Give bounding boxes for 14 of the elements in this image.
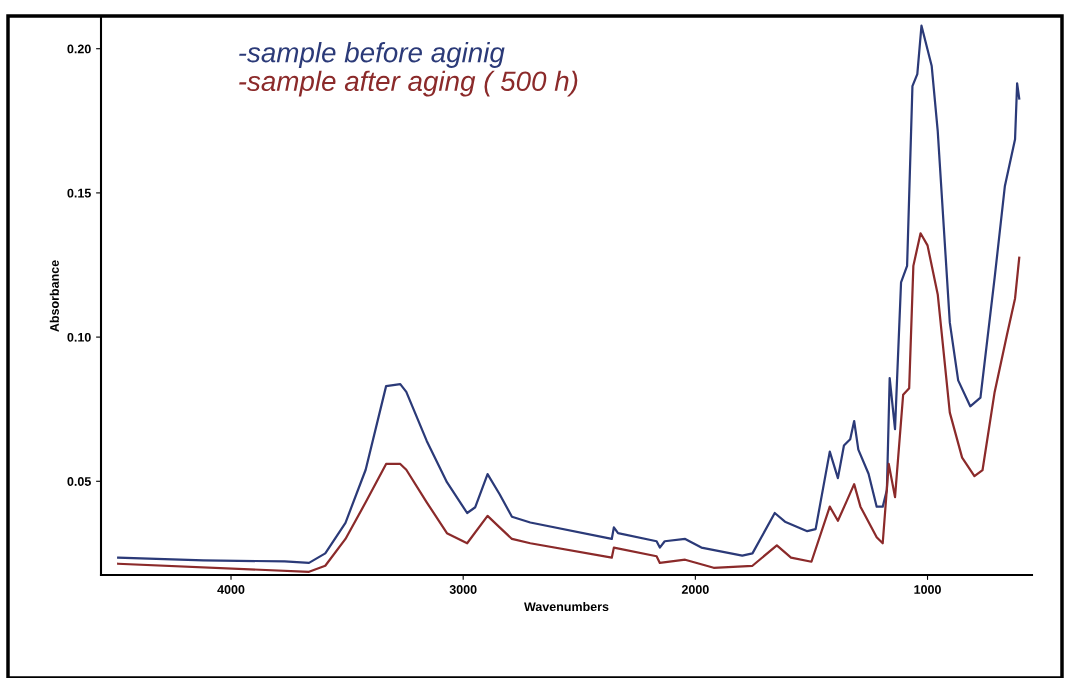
x-tick-label: 4000: [217, 585, 245, 594]
x-tick-label: 2000: [681, 585, 709, 594]
y-tick-label: 0.05: [67, 477, 91, 486]
y-axis-title: Absorbance: [49, 260, 59, 332]
y-tick-label: 0.20: [67, 44, 91, 54]
x-tick-label: 1000: [914, 585, 941, 594]
x-axis-title: Wavenumbers: [524, 601, 609, 612]
line-series: [117, 232, 1021, 573]
line-series: [117, 24, 1021, 564]
text: -sample after aging ( 500 h): [239, 70, 578, 97]
x-tick-label: 3000: [449, 585, 477, 594]
y-tick-label: 0.10: [67, 332, 91, 342]
y-tick-label: 0.15: [67, 188, 91, 198]
text: -sample before aginig: [239, 42, 505, 68]
